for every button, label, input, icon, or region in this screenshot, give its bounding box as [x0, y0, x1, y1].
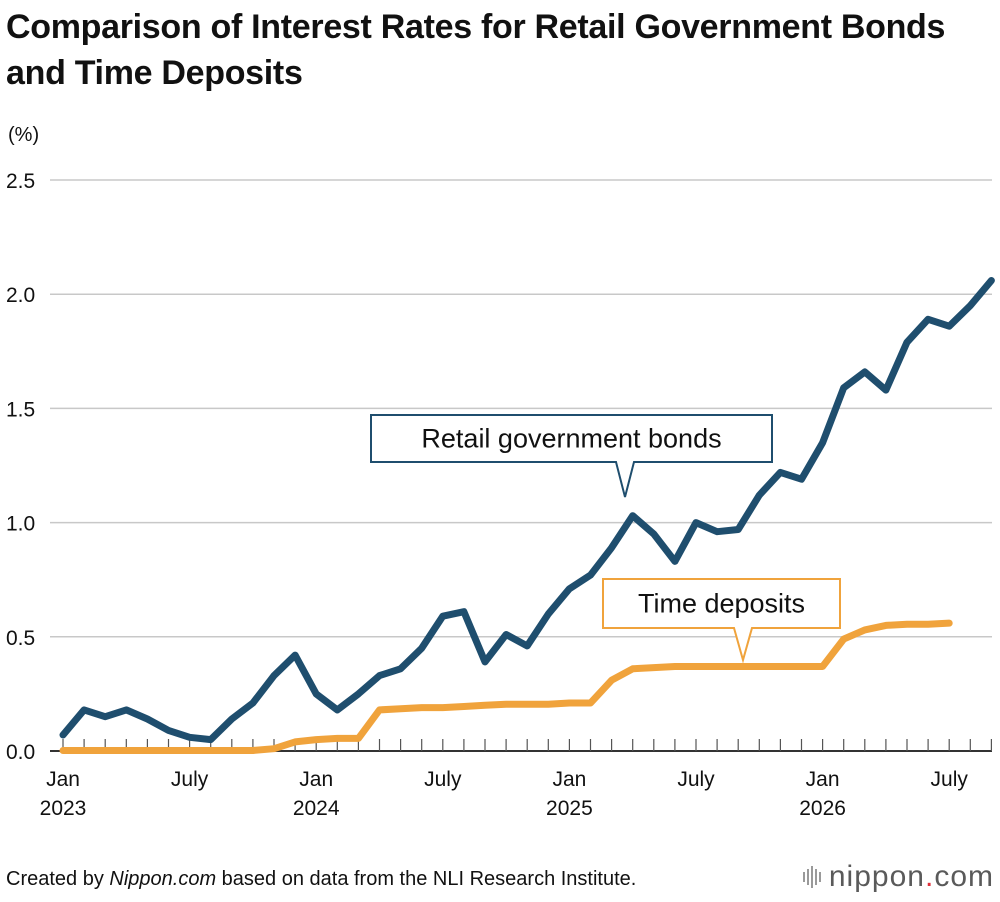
- logo-name: nippon: [828, 860, 925, 893]
- source-prefix: Created by: [6, 868, 110, 890]
- source-suffix: based on data from the NLI Research Inst…: [216, 868, 637, 890]
- y-tick-label: 0.0: [6, 741, 35, 764]
- axes: (%) 0.0 0.5 1.0 1.5 2.0 2.5 Jan 2023 July Jan 2024 J…: [6, 124, 993, 820]
- logo-bars-icon: [802, 866, 821, 888]
- grid-lines: [50, 179, 992, 638]
- x-tick-year: 2024: [293, 797, 340, 820]
- logo-dot: .: [924, 860, 935, 893]
- callout-box: [370, 414, 773, 498]
- series-line-deposits: [59, 619, 953, 754]
- logo-text: nippon.com: [829, 860, 994, 894]
- y-tick-label: 2.5: [6, 170, 35, 193]
- x-tick-year: 2023: [40, 797, 87, 820]
- callout-label-bonds: Retail government bonds: [421, 424, 721, 454]
- nippon-logo: nippon.com: [802, 860, 994, 894]
- x-tick-label: July: [677, 768, 715, 791]
- x-tick-label: July: [931, 768, 969, 791]
- source-brand: Nippon.com: [109, 868, 217, 890]
- x-tick-label: Jan: [46, 768, 80, 791]
- y-tick-label: 0.5: [6, 627, 35, 650]
- x-tick-label: Jan: [299, 768, 333, 791]
- x-tick-label: Jan: [806, 768, 840, 791]
- series-lines: [59, 277, 995, 754]
- source-note: Created by Nippon.com based on data from…: [6, 868, 636, 891]
- callout-box: [602, 578, 841, 664]
- x-tick-label: July: [424, 768, 462, 791]
- y-tick-label: 2.0: [6, 284, 35, 307]
- logo-tld: com: [934, 860, 994, 893]
- y-axis-unit: (%): [8, 124, 39, 146]
- x-tick-label: July: [171, 768, 209, 791]
- y-tick-label: 1.5: [6, 398, 35, 421]
- y-tick-label: 1.0: [6, 513, 35, 536]
- callout-label-deposits: Time deposits: [638, 589, 805, 619]
- chart-title: Comparison of Interest Rates for Retail …: [6, 8, 946, 92]
- x-tick-year: 2025: [546, 797, 593, 820]
- x-tick-label: Jan: [552, 768, 586, 791]
- series-line-bonds: [59, 277, 995, 744]
- x-tick-year: 2026: [799, 797, 846, 820]
- annotations: Retail government bonds Time deposits: [370, 414, 841, 664]
